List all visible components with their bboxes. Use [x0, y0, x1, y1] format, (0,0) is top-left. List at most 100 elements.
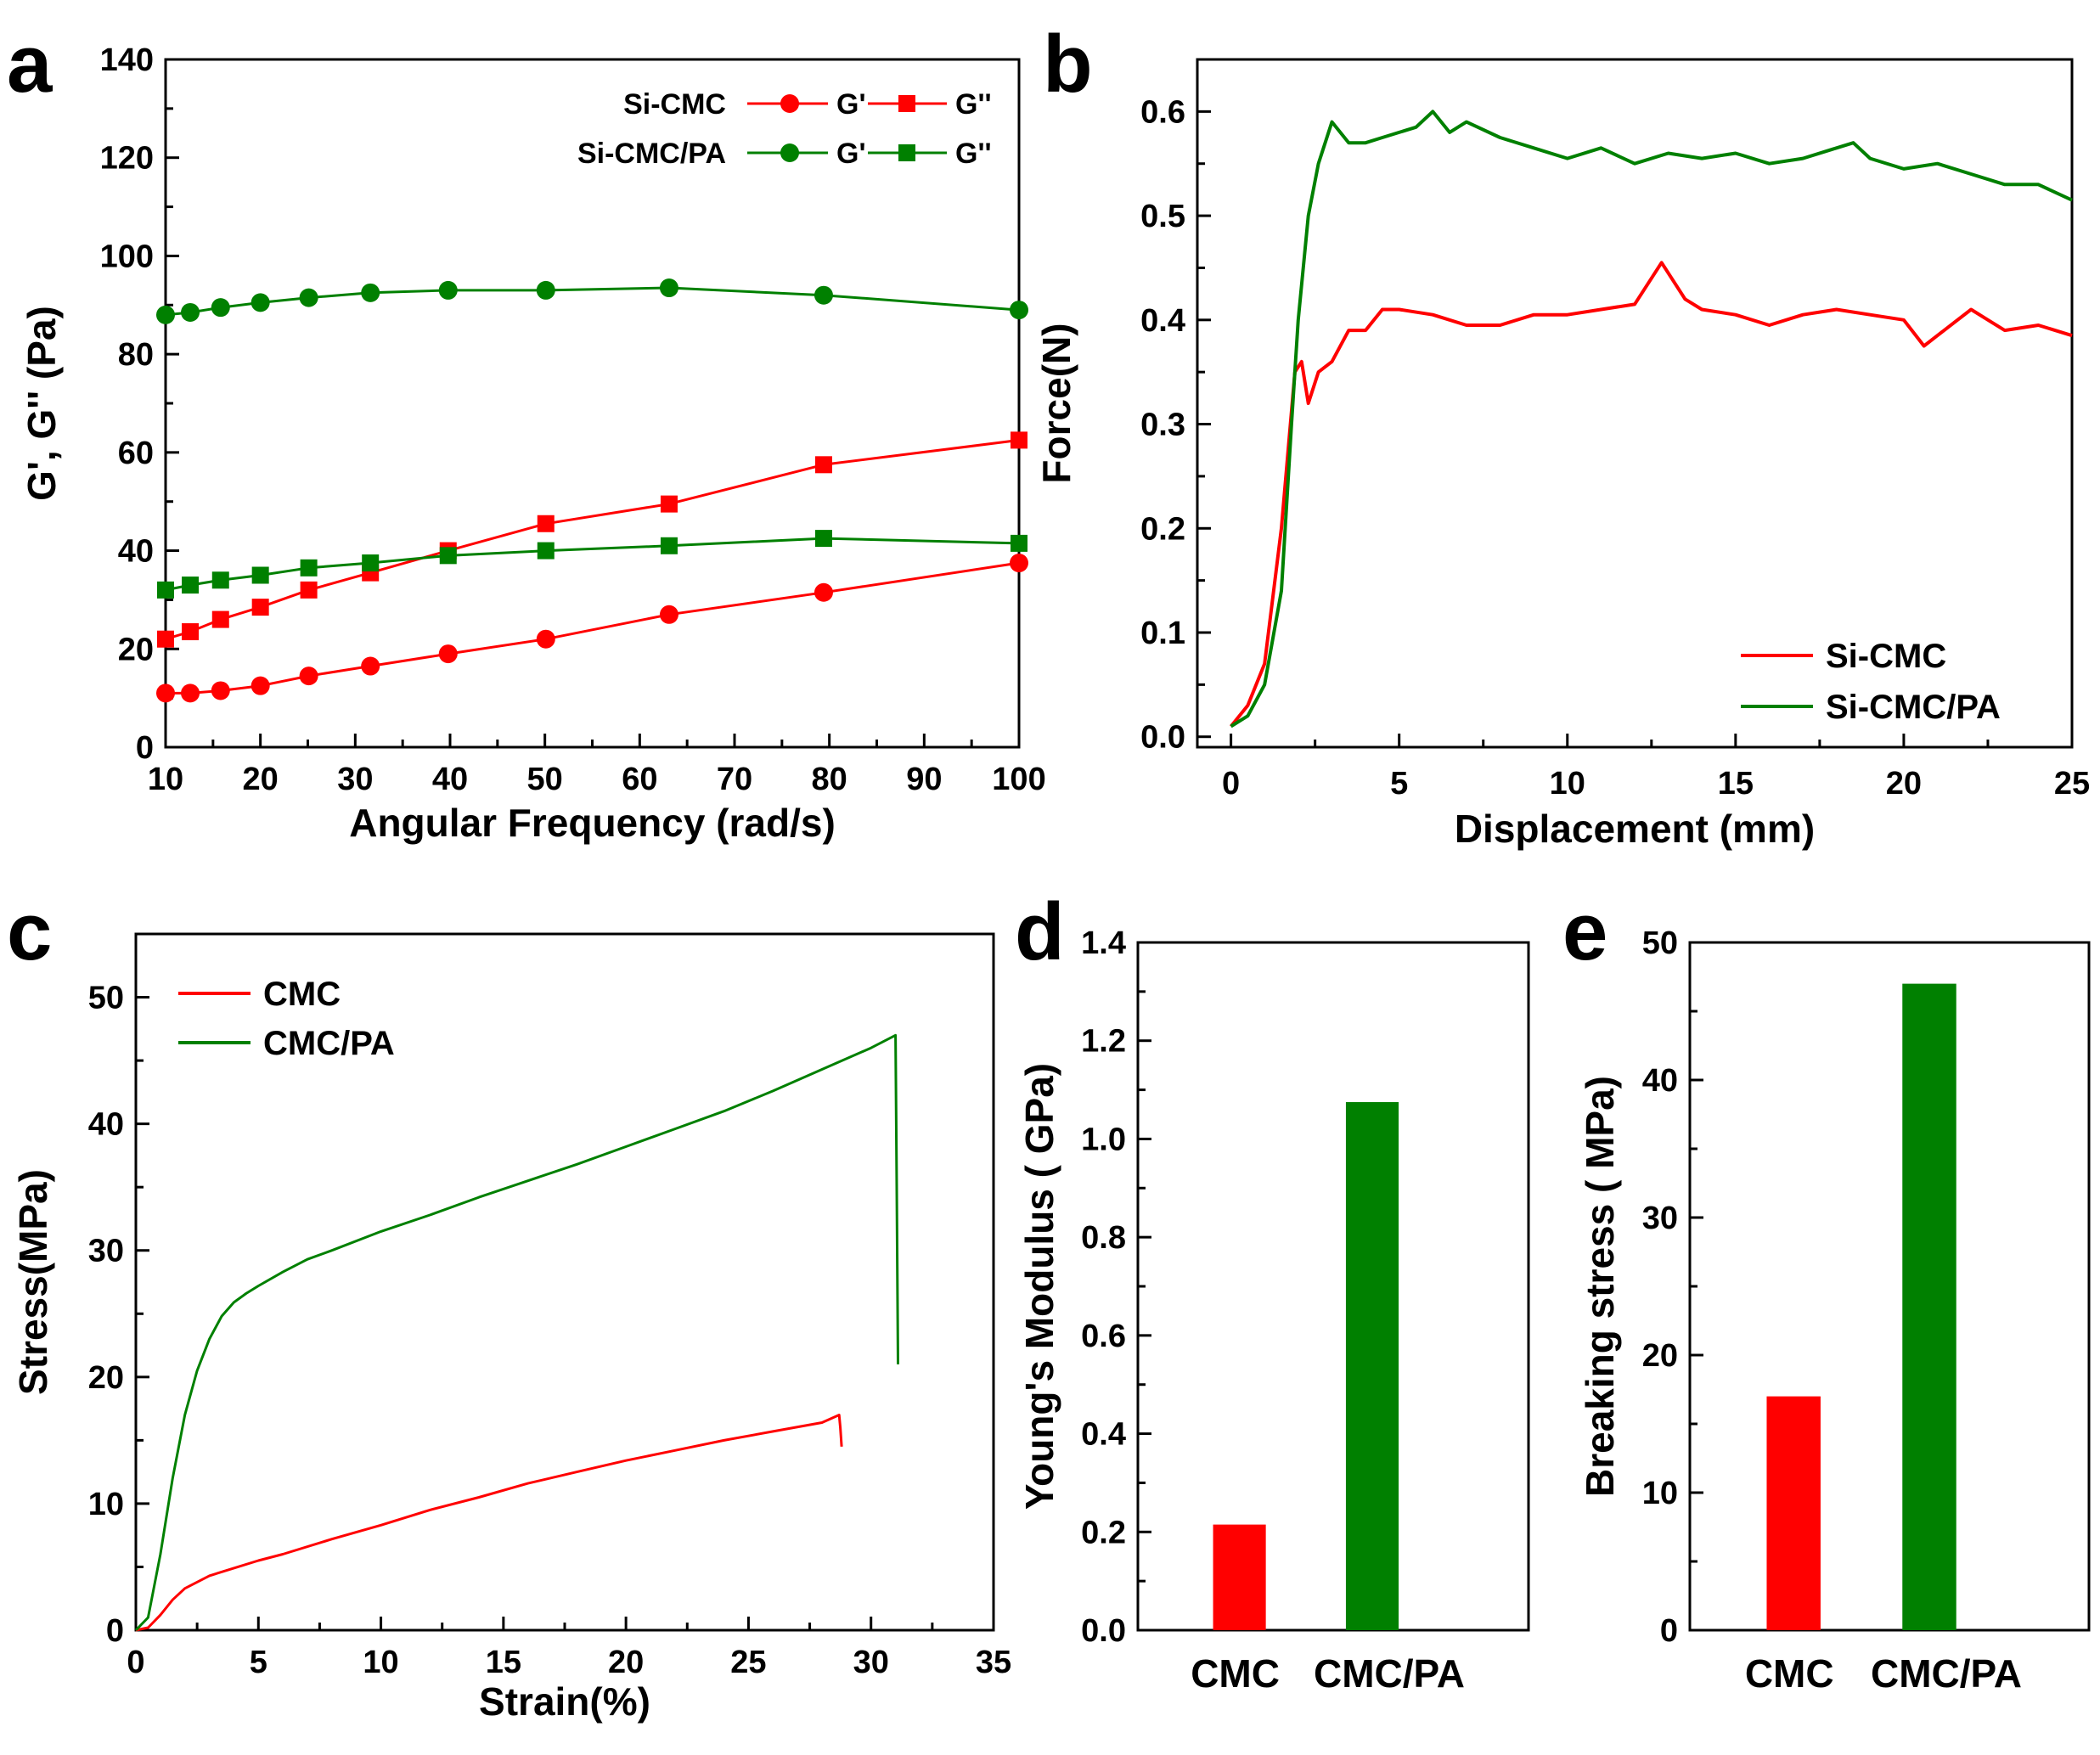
- y-tick-label: 50: [1642, 925, 1678, 961]
- data-point: [537, 515, 555, 532]
- data-point: [438, 644, 458, 664]
- data-point: [251, 293, 270, 312]
- bar-cmc: [1213, 1524, 1266, 1630]
- x-tick-label: 35: [976, 1645, 1011, 1680]
- data-point: [814, 285, 833, 305]
- y-tick-label: 40: [1642, 1063, 1678, 1099]
- series-line: [165, 286, 1020, 317]
- legend-marker: [780, 94, 799, 113]
- data-point: [536, 280, 555, 300]
- legend-group-label: Si-CMC: [623, 88, 726, 121]
- y-tick-label: 120: [100, 141, 154, 177]
- x-tick-label: 10: [1550, 766, 1585, 802]
- bar-cmc-pa: [1345, 1102, 1399, 1630]
- y-axis-title: Stress(MPa): [11, 1169, 55, 1395]
- x-tick-label: 20: [243, 762, 279, 797]
- x-tick-label: 30: [853, 1645, 889, 1680]
- y-tick-label: 1.0: [1081, 1122, 1126, 1157]
- data-point: [659, 605, 678, 624]
- x-category-label: CMC: [1191, 1651, 1280, 1696]
- panel-letter-a: a: [7, 19, 53, 110]
- plot-frame: [1196, 58, 2074, 749]
- y-tick-label: 10: [1642, 1476, 1678, 1511]
- data-point: [1010, 554, 1028, 573]
- data-point: [660, 495, 678, 513]
- x-axis-title: Angular Frequency (rad/s): [349, 801, 836, 845]
- x-tick-label: 60: [622, 762, 657, 797]
- legend-marker: [780, 143, 799, 162]
- series-si-cmc-g-double-prime: [157, 431, 1027, 648]
- data-point: [361, 283, 380, 302]
- y-axis-title: Young's Modulus ( GPa): [1017, 1063, 1061, 1510]
- data-point: [156, 683, 175, 703]
- y-tick-label: 1.2: [1081, 1024, 1126, 1060]
- x-axis-title: Displacement (mm): [1455, 807, 1815, 851]
- x-tick-label: 100: [992, 762, 1045, 797]
- x-tick-label: 5: [1390, 766, 1408, 802]
- data-point: [299, 288, 318, 307]
- legend: Si-CMC Si-CMC/PA: [1741, 638, 2001, 726]
- data-point: [156, 305, 175, 324]
- x-tick-label: 30: [337, 762, 373, 797]
- x-tick-label: 5: [250, 1645, 267, 1680]
- legend-entry-label: G'': [955, 88, 992, 121]
- panel-e-chart: 0 10 20 30 40 50 Breaking stress ( MPa) CMC CMC/…: [1578, 925, 2091, 1696]
- legend-entry-label: CMC: [263, 976, 341, 1013]
- legend-entry-label: Si-CMC/PA: [1826, 689, 2001, 726]
- data-point: [211, 571, 229, 589]
- panel-letter-c: c: [7, 886, 52, 977]
- series-line-si-cmc: [1230, 261, 2073, 728]
- panel-d-chart: 0.0 0.2 0.4 0.6 0.8 1.0 1.2 1.4 Young's Modulus …: [1017, 925, 1530, 1696]
- x-tick-label: 10: [363, 1645, 398, 1680]
- x-tick-label: 0: [1222, 766, 1240, 802]
- x-tick-label: 20: [1886, 766, 1922, 802]
- y-tick-label: 100: [100, 239, 154, 274]
- y-tick-label: 0: [106, 1613, 124, 1649]
- series-si-cmc-pa-g-prime: [156, 278, 1028, 324]
- y-tick-label: 140: [100, 42, 154, 78]
- data-point: [537, 542, 555, 560]
- series-line: [166, 561, 1020, 695]
- x-category-label: CMC/PA: [1871, 1651, 2022, 1696]
- legend-entry-label: CMC/PA: [263, 1025, 395, 1062]
- y-tick-label: 0.4: [1081, 1417, 1126, 1453]
- x-tick-label: 50: [527, 762, 563, 797]
- legend-group-label: Si-CMC/PA: [577, 138, 726, 170]
- series-line-cmc-pa: [134, 1033, 899, 1632]
- data-point: [300, 581, 318, 599]
- bar-cmc-pa: [1902, 983, 1956, 1630]
- data-point: [181, 302, 200, 322]
- x-tick-label: 15: [486, 1645, 521, 1680]
- legend-entry-label: G': [836, 138, 866, 170]
- y-tick-label: 20: [118, 632, 154, 667]
- legend-entry-label: Si-CMC: [1826, 638, 1946, 675]
- x-tick-label: 40: [432, 762, 468, 797]
- y-tick-label: 50: [88, 981, 124, 1016]
- x-tick-label: 20: [608, 1645, 644, 1680]
- data-point: [814, 456, 832, 474]
- data-point: [814, 582, 833, 602]
- y-tick-label: 40: [88, 1107, 124, 1143]
- y-tick-label: 0: [1660, 1613, 1678, 1649]
- x-axis-title: Strain(%): [479, 1679, 650, 1724]
- data-point: [1011, 534, 1027, 552]
- y-tick-label: 1.4: [1081, 925, 1126, 961]
- data-point: [361, 656, 380, 676]
- series-line-cmc: [135, 1414, 843, 1632]
- panel-letter-e: e: [1562, 886, 1607, 977]
- legend: CMC CMC/PA: [178, 976, 395, 1062]
- y-tick-label: 0.5: [1140, 199, 1185, 234]
- data-point: [814, 530, 832, 548]
- y-axis-title: Force(N): [1034, 323, 1078, 483]
- data-point: [362, 554, 380, 572]
- data-point: [251, 566, 269, 584]
- y-tick-label: 60: [118, 436, 154, 471]
- data-point: [157, 581, 174, 599]
- data-point: [536, 629, 555, 649]
- data-point: [439, 547, 457, 565]
- y-tick-label: 0.3: [1140, 408, 1185, 443]
- plot-frame: [1688, 941, 2091, 1632]
- data-point: [1010, 301, 1028, 320]
- y-axis-title: Breaking stress ( MPa): [1578, 1076, 1622, 1497]
